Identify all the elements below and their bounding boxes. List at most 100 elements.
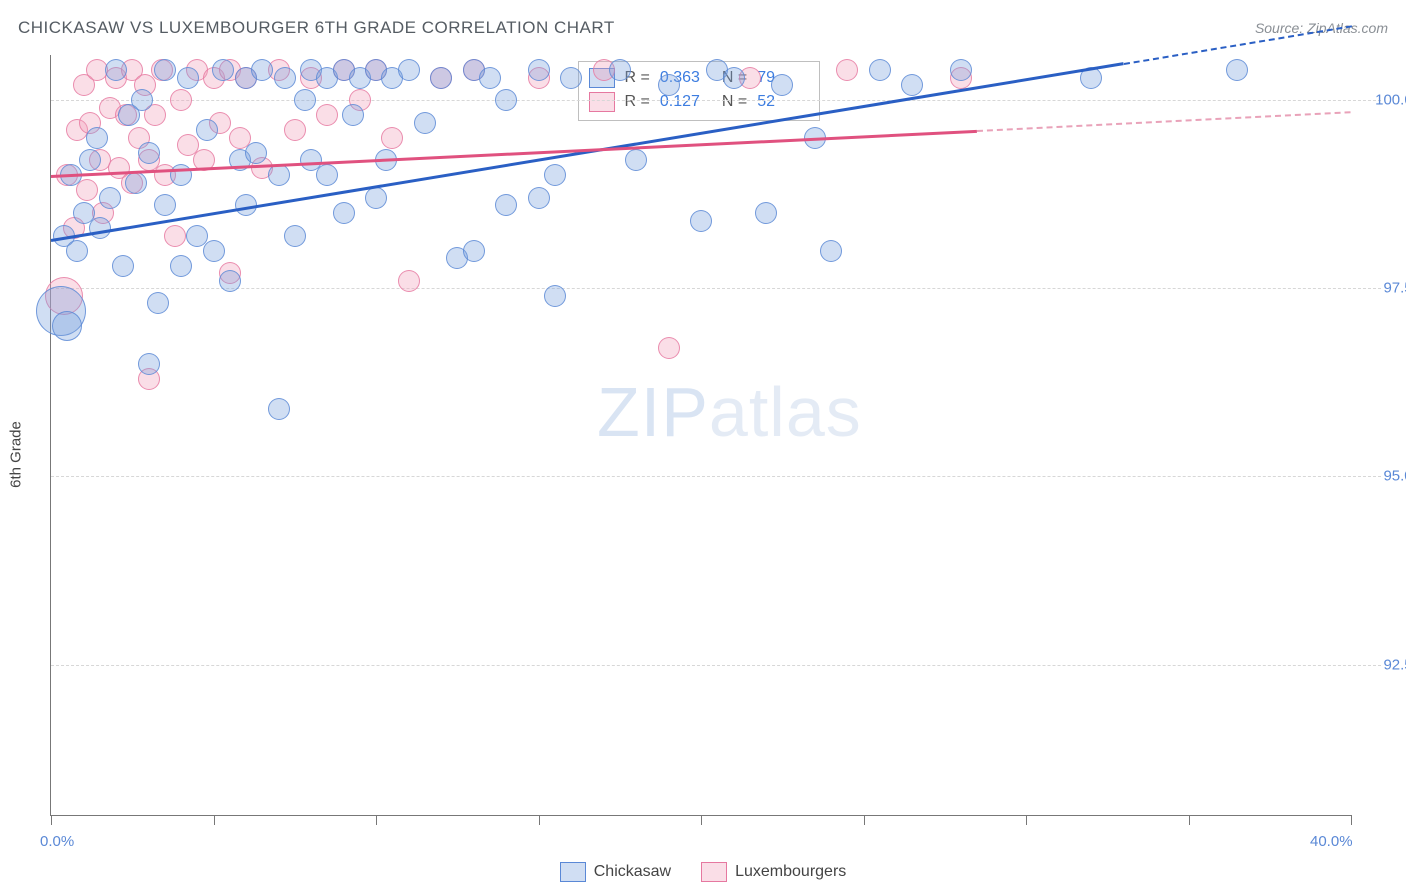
data-point [284,119,306,141]
data-point [274,67,296,89]
gridline-h [51,476,1381,477]
data-point [268,164,290,186]
data-point [316,104,338,126]
data-point [901,74,923,96]
data-point [836,59,858,81]
data-point [398,270,420,292]
data-point [544,285,566,307]
data-point [196,119,218,141]
data-point [125,172,147,194]
data-point [89,217,111,239]
data-point [86,127,108,149]
data-point [950,59,972,81]
legend-label: Luxembourgers [735,863,846,881]
data-point [723,67,745,89]
y-tick-label: 100.0% [1375,92,1406,109]
x-tick-label: 40.0% [1310,833,1353,850]
data-point [820,240,842,262]
legend-label: Chickasaw [594,863,671,881]
data-point [66,240,88,262]
x-tick-label: 0.0% [40,833,74,850]
data-point [755,202,777,224]
data-point [112,255,134,277]
x-tick [539,815,540,825]
data-point [528,59,550,81]
x-tick [701,815,702,825]
stat-label-n: N = [722,90,747,114]
data-point [771,74,793,96]
data-point [658,74,680,96]
legend-swatch [701,862,727,882]
y-tick-label: 95.0% [1383,468,1406,485]
y-tick-label: 97.5% [1383,280,1406,297]
data-point [138,353,160,375]
data-point [609,59,631,81]
data-point [869,59,891,81]
data-point [414,112,436,134]
data-point [463,240,485,262]
data-point [342,104,364,126]
x-tick [864,815,865,825]
data-point [316,164,338,186]
data-point [479,67,501,89]
y-axis-title: 6th Grade [8,421,25,488]
data-point [528,187,550,209]
data-point [398,59,420,81]
watermark-bold: ZIP [597,373,709,451]
trend-line [977,111,1351,132]
scatter-plot-area: ZIPatlas R =0.363N =79R =0.127N =52 92.5… [50,55,1351,816]
data-point [625,149,647,171]
bottom-legend: Chickasaw Luxembourgers [0,862,1406,882]
data-point [1226,59,1248,81]
x-tick [214,815,215,825]
data-point [212,59,234,81]
data-point [245,142,267,164]
data-point [430,67,452,89]
data-point [251,59,273,81]
data-point [138,142,160,164]
data-point [544,164,566,186]
data-point [294,89,316,111]
y-tick-label: 92.5% [1383,656,1406,673]
data-point [495,89,517,111]
data-point [154,194,176,216]
data-point [52,311,82,341]
data-point [658,337,680,359]
data-point [219,270,241,292]
x-tick [51,815,52,825]
x-tick [1026,815,1027,825]
legend-swatch [589,92,615,112]
data-point [170,89,192,111]
data-point [147,292,169,314]
legend-swatch [560,862,586,882]
watermark: ZIPatlas [597,372,862,452]
data-point [170,255,192,277]
data-point [560,67,582,89]
legend-item: Luxembourgers [701,862,846,882]
data-point [381,127,403,149]
x-tick [1351,815,1352,825]
data-point [177,67,199,89]
data-point [284,225,306,247]
data-point [154,59,176,81]
x-tick [376,815,377,825]
data-point [495,194,517,216]
data-point [203,240,225,262]
data-point [99,187,121,209]
data-point [164,225,186,247]
gridline-h [51,100,1381,101]
x-tick [1189,815,1190,825]
data-point [333,202,355,224]
chart-title: CHICKASAW VS LUXEMBOURGER 6TH GRADE CORR… [18,18,615,38]
gridline-h [51,288,1381,289]
watermark-thin: atlas [709,373,862,451]
source-attribution: Source: ZipAtlas.com [1255,20,1388,36]
data-point [690,210,712,232]
data-point [105,59,127,81]
legend-item: Chickasaw [560,862,671,882]
data-point [131,89,153,111]
stat-label-r: R = [625,90,650,114]
data-point [268,398,290,420]
data-point [365,187,387,209]
data-point [76,179,98,201]
